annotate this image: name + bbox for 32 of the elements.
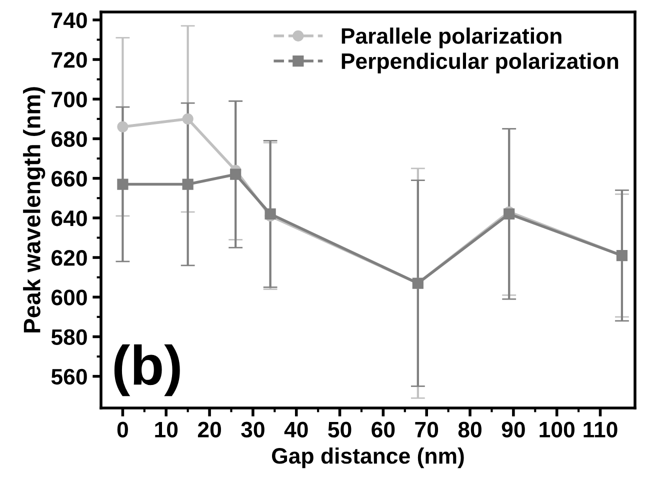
point: [117, 178, 128, 190]
point: [117, 121, 128, 132]
point: [230, 168, 242, 180]
y-tick-label: 580: [51, 329, 87, 345]
y-tick-label: 600: [52, 290, 87, 306]
annotation: (b): [114, 344, 180, 396]
x-tick-label: 40: [284, 422, 308, 438]
legend-label: Parallele polarization: [342, 28, 562, 48]
x-tick-label: 10: [155, 422, 178, 438]
x-tick-label: 70: [415, 422, 438, 438]
point: [182, 178, 194, 190]
point: [182, 113, 194, 124]
x-tick-label: 80: [458, 422, 482, 438]
y-tick-label: 680: [52, 131, 87, 147]
y-tick-label: 720: [52, 52, 87, 68]
x-tick-label: 20: [198, 422, 221, 438]
y-tick-label: 660: [52, 170, 87, 187]
x-tick-label: 50: [328, 422, 352, 438]
x-tick-label: 30: [241, 422, 264, 438]
x-tick-label: 0: [117, 422, 128, 438]
y-tick-label: 740: [52, 12, 87, 28]
x-tick-label: 100: [540, 422, 574, 438]
y-tick-label: 560: [51, 368, 87, 385]
y-tick-label: 640: [52, 210, 87, 226]
x-tick-label: 60: [372, 422, 395, 438]
x-tick-label: 90: [502, 422, 525, 438]
y-tick-label: 620: [52, 250, 87, 266]
x-tick-label: 110: [584, 422, 618, 438]
legend-label: Perpendicular polarization: [342, 52, 618, 74]
y-tick-label: 700: [52, 92, 87, 108]
y-axis-title: Peak wavelength (nm): [23, 87, 46, 332]
x-axis-title: Gap distance (nm): [272, 447, 464, 468]
